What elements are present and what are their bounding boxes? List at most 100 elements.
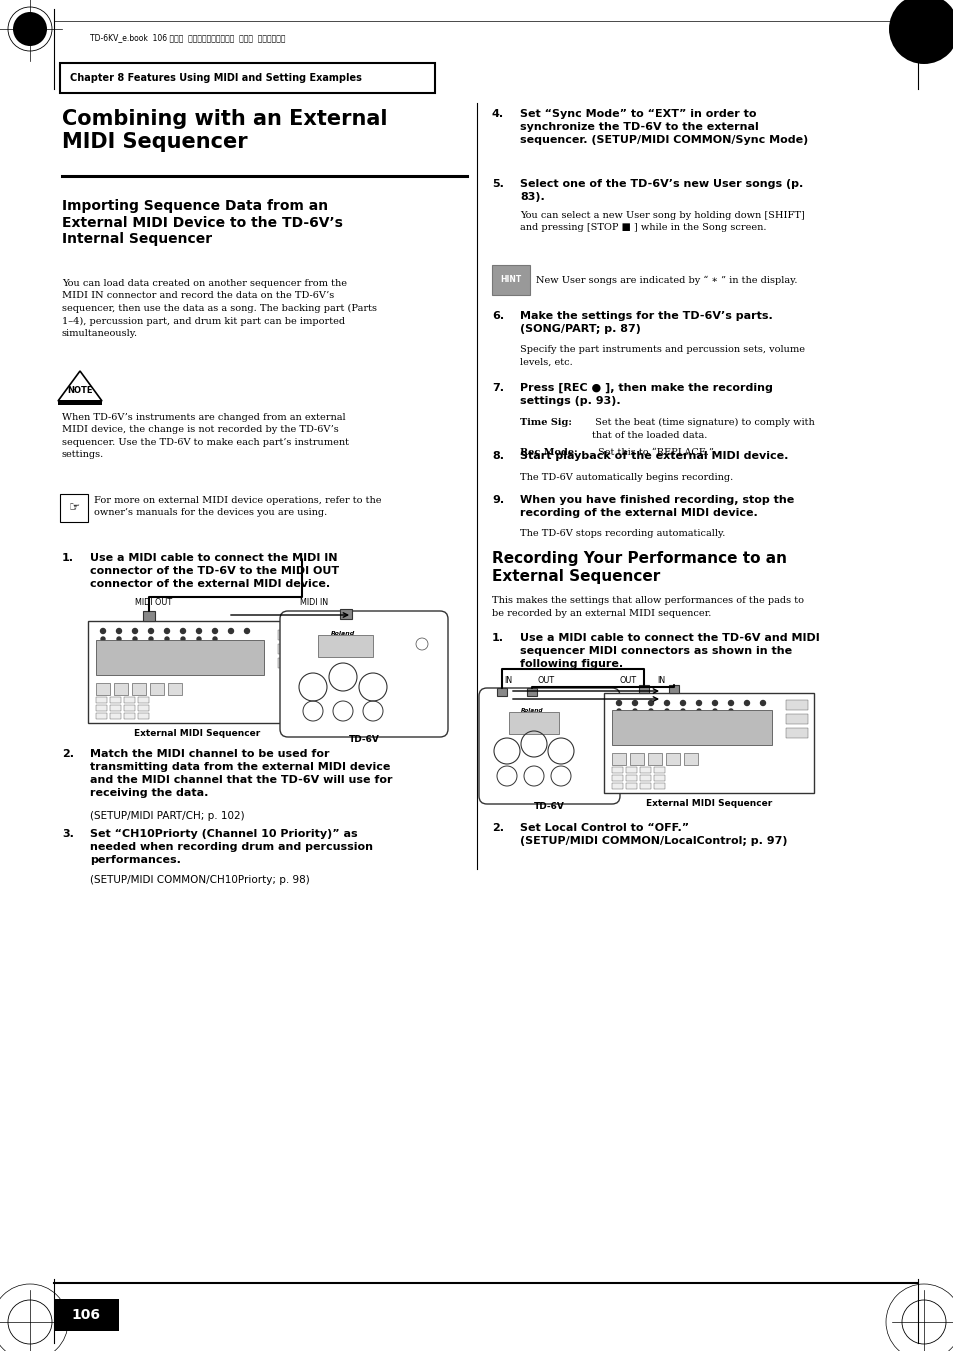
Bar [124, 705, 135, 711]
Text: Chapter 8 Features Using MIDI and Setting Examples: Chapter 8 Features Using MIDI and Settin… [70, 73, 361, 82]
Bar [124, 697, 135, 703]
Text: When you have finished recording, stop the
recording of the external MIDI device: When you have finished recording, stop t… [519, 494, 794, 517]
Text: IN: IN [503, 676, 512, 685]
Circle shape [13, 12, 47, 46]
Circle shape [149, 628, 153, 634]
Text: Select one of the TD-6V’s new User songs (p.
83).: Select one of the TD-6V’s new User songs… [519, 178, 802, 203]
Text: External MIDI Sequencer: External MIDI Sequencer [645, 798, 771, 808]
Text: Set the beat (time signature) to comply with
that of the loaded data.: Set the beat (time signature) to comply … [592, 417, 814, 439]
Text: Set Local Control to “OFF.”
(SETUP/MIDI COMMON/LocalControl; p. 97): Set Local Control to “OFF.” (SETUP/MIDI … [519, 823, 786, 846]
Bar [96, 705, 107, 711]
Bar [612, 784, 622, 789]
Text: You can select a new User song by holding down [SHIFT]
and pressing [STOP ■ ] wh: You can select a new User song by holdin… [519, 211, 804, 232]
Text: OUT: OUT [537, 676, 554, 685]
Text: 1.: 1. [62, 553, 74, 563]
Bar [113, 684, 128, 694]
Text: 5.: 5. [492, 178, 503, 189]
Text: Use a MIDI cable to connect the MIDI IN
connector of the TD-6V to the MIDI OUT
c: Use a MIDI cable to connect the MIDI IN … [90, 553, 338, 589]
Circle shape [664, 709, 668, 713]
Circle shape [229, 628, 233, 634]
Circle shape [664, 701, 669, 705]
Circle shape [116, 628, 121, 634]
Bar [132, 684, 146, 694]
Text: IN: IN [657, 676, 664, 685]
Text: You can load data created on another sequencer from the
MIDI IN connector and re: You can load data created on another seq… [62, 280, 376, 338]
Bar [785, 700, 807, 711]
Circle shape [132, 628, 137, 634]
Circle shape [100, 628, 106, 634]
Circle shape [632, 701, 637, 705]
Bar [654, 775, 664, 781]
Bar [96, 697, 107, 703]
Circle shape [213, 628, 217, 634]
Bar [785, 728, 807, 738]
Bar [138, 697, 149, 703]
Text: HINT: HINT [500, 276, 521, 285]
Circle shape [616, 701, 620, 705]
Circle shape [213, 638, 216, 640]
Circle shape [633, 709, 637, 713]
Text: The TD-6V automatically begins recording.: The TD-6V automatically begins recording… [519, 473, 733, 482]
Bar [277, 644, 299, 654]
Circle shape [617, 709, 620, 713]
Bar [665, 753, 679, 765]
Text: External MIDI Sequencer: External MIDI Sequencer [133, 730, 260, 738]
Circle shape [149, 638, 152, 640]
Text: Importing Sequence Data from an
External MIDI Device to the TD-6V’s
Internal Seq: Importing Sequence Data from an External… [62, 199, 342, 246]
Bar [277, 658, 299, 667]
Bar [612, 775, 622, 781]
Bar [96, 713, 107, 719]
Bar [625, 784, 637, 789]
Bar [339, 609, 352, 619]
Circle shape [196, 638, 201, 640]
Circle shape [648, 701, 653, 705]
Circle shape [180, 628, 185, 634]
Text: 9.: 9. [492, 494, 503, 505]
FancyBboxPatch shape [280, 611, 448, 738]
Bar [647, 753, 661, 765]
Bar [612, 753, 625, 765]
Circle shape [712, 701, 717, 705]
Bar [639, 767, 650, 773]
Bar [612, 767, 622, 773]
Text: ☞: ☞ [69, 501, 79, 515]
Text: (SETUP/MIDI COMMON/CH10Priorty; p. 98): (SETUP/MIDI COMMON/CH10Priorty; p. 98) [90, 875, 310, 885]
Circle shape [743, 701, 749, 705]
Text: Roland: Roland [520, 708, 543, 713]
Text: MIDI OUT: MIDI OUT [135, 598, 172, 607]
Circle shape [697, 709, 700, 713]
Bar [96, 640, 264, 676]
Text: Press [REC ● ], then make the recording
settings (p. 93).: Press [REC ● ], then make the recording … [519, 382, 772, 407]
Text: The TD-6V stops recording automatically.: The TD-6V stops recording automatically. [519, 530, 724, 538]
Bar [60, 63, 435, 93]
Text: Roland: Roland [331, 631, 355, 636]
Circle shape [164, 628, 170, 634]
Bar [60, 494, 88, 521]
Bar [639, 784, 650, 789]
Bar [150, 684, 164, 694]
Bar [168, 684, 182, 694]
Bar [317, 635, 373, 657]
Bar [509, 712, 558, 734]
Text: TD-6V: TD-6V [534, 802, 564, 811]
Circle shape [680, 709, 684, 713]
Text: 2.: 2. [492, 823, 503, 834]
Bar [526, 688, 537, 696]
Bar [668, 685, 679, 693]
Bar [612, 711, 771, 744]
Bar [639, 775, 650, 781]
Text: TD-6KV_e.book  106 ページ  ２００５年１月２４日  月曜日  午後７時４分: TD-6KV_e.book 106 ページ ２００５年１月２４日 月曜日 午後７… [90, 32, 285, 42]
Text: 3.: 3. [62, 830, 73, 839]
Circle shape [244, 628, 250, 634]
Text: 1.: 1. [492, 634, 503, 643]
Bar [110, 697, 121, 703]
Bar [625, 767, 637, 773]
Text: Make the settings for the TD-6V’s parts.
(SONG/PART; p. 87): Make the settings for the TD-6V’s parts.… [519, 311, 772, 334]
Circle shape [101, 638, 105, 640]
Bar [785, 713, 807, 724]
Bar [110, 713, 121, 719]
Text: 6.: 6. [492, 311, 503, 322]
Circle shape [888, 0, 953, 63]
Circle shape [196, 628, 201, 634]
Circle shape [728, 709, 732, 713]
